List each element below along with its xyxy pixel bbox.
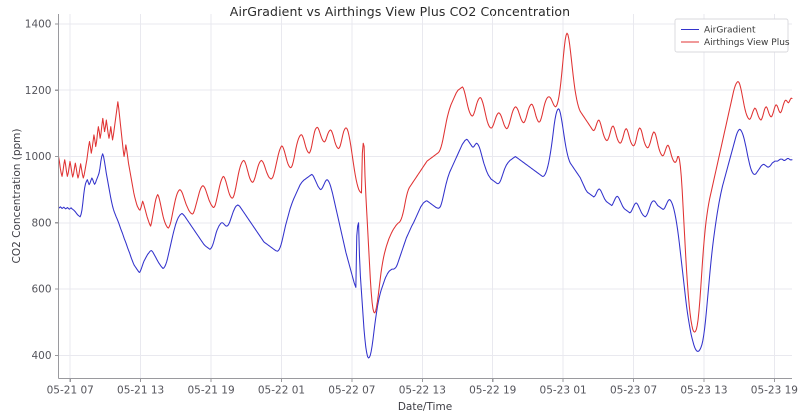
chart-legend[interactable]: AirGradient Airthings View Plus <box>674 18 790 53</box>
y-tick-label: 600 <box>31 284 51 296</box>
legend-box <box>674 18 789 53</box>
y-tick-label: 800 <box>31 217 51 229</box>
x-tick-label: 05-23 13 <box>680 385 727 397</box>
x-tick-label: 05-23 19 <box>751 385 798 397</box>
x-axis-label: Date/Time <box>398 401 452 413</box>
x-tick-label: 05-21 19 <box>187 385 234 397</box>
legend-label-1[interactable]: Airthings View Plus <box>704 38 790 48</box>
x-gridlines <box>69 14 775 379</box>
x-tick-label: 05-21 13 <box>117 385 164 397</box>
axis-spines <box>57 14 792 380</box>
series-line-airgradient <box>57 108 793 359</box>
chart-title: AirGradient vs Airthings View Plus CO2 C… <box>229 4 571 19</box>
y-tick-label: 1000 <box>25 151 52 163</box>
x-tick-label: 05-23 01 <box>540 385 587 397</box>
y-gridlines <box>58 23 792 356</box>
legend-label-0[interactable]: AirGradient <box>704 26 756 36</box>
series-line-airthings-view-plus <box>57 32 793 333</box>
x-tick-label: 05-22 07 <box>328 385 375 397</box>
x-tick-label: 05-22 01 <box>258 385 305 397</box>
y-axis-label: CO2 Concentration (ppm) <box>11 129 23 264</box>
y-axis-ticks: 400 600 800 1000 1200 1400 <box>25 19 59 362</box>
x-tick-label: 05-22 13 <box>399 385 446 397</box>
y-tick-label: 400 <box>31 350 51 362</box>
x-axis-ticks: 05-21 07 05-21 13 05-21 19 05-22 01 05-22 07… <box>47 378 798 397</box>
y-tick-label: 1400 <box>25 19 52 31</box>
x-tick-label: 05-22 19 <box>469 385 516 397</box>
y-tick-label: 1200 <box>25 85 52 97</box>
x-tick-label: 05-21 07 <box>47 385 94 397</box>
series-lines <box>57 32 793 359</box>
x-tick-label: 05-23 07 <box>610 385 657 397</box>
